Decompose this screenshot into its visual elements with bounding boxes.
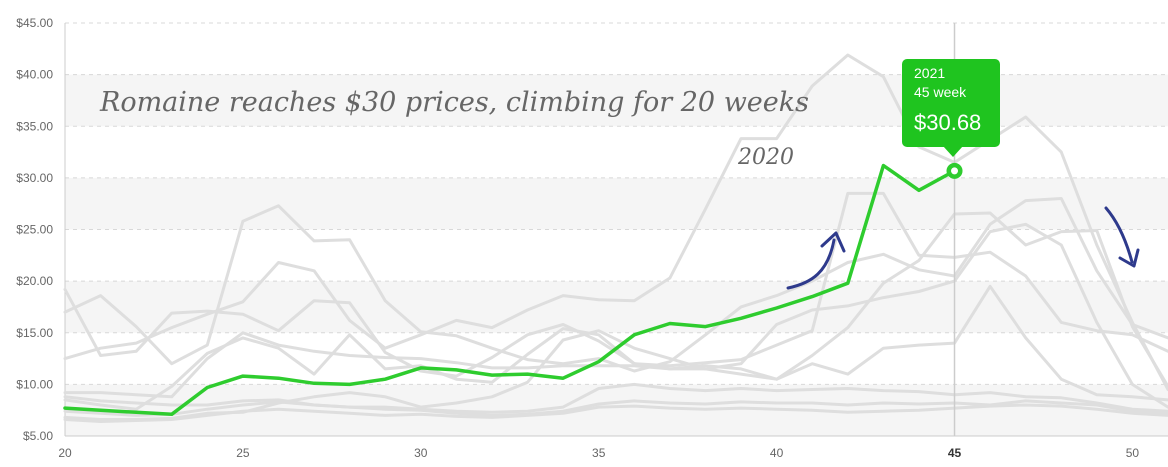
year-annotation: 2020 [737,145,794,170]
headline-annotation: Romaine reaches $30 prices, climbing for… [99,87,809,118]
y-tick-label: $5.00 [23,429,53,443]
background-series-line-8 [63,403,1168,423]
y-tick-label: $30.00 [16,171,53,185]
tooltip: 2021 45 week $30.68 [902,59,1000,157]
background-series-line-7 [63,399,1168,417]
background-series-line-2 [63,191,1168,378]
x-tick-label: 40 [770,446,784,460]
up-arrow-icon [786,231,846,290]
highlight-marker-inner [951,167,959,175]
y-tick-label: $15.00 [16,326,53,340]
x-tick-label: 35 [592,446,606,460]
tooltip-box [902,59,1000,147]
tooltip-week: 45 week [914,84,967,100]
tooltip-year: 2021 [914,65,945,81]
x-tick-label: 20 [58,446,72,460]
background-series-group [63,53,1168,423]
highlight-series-group[interactable] [63,162,963,417]
x-axis: 20 25 30 35 40 45 50 [58,435,1168,460]
down-arrow-icon [1104,206,1140,268]
plot-band-3 [65,384,1168,436]
tooltip-value: $30.68 [914,110,981,135]
x-tick-label: 45 [948,446,962,460]
x-tick-label: 30 [414,446,428,460]
x-tick-label: 50 [1126,446,1140,460]
plot-band-2 [65,281,1168,333]
y-tick-label: $10.00 [16,377,53,391]
tooltip-pointer [943,146,963,157]
highlight-series-line[interactable] [63,163,957,417]
y-tick-label: $45.00 [16,16,53,30]
x-tick-label: 25 [236,446,250,460]
y-tick-label: $40.00 [16,68,53,82]
background-series-line-3 [63,211,1168,399]
y-axis: $5.00 $10.00 $15.00 $20.00 $25.00 $30.00 $35.0… [16,16,66,443]
y-tick-label: $35.00 [16,119,53,133]
background-series-line-6 [63,382,1168,414]
plot-band-1 [65,177,1168,230]
y-tick-label: $20.00 [16,274,53,288]
y-tick-label: $25.00 [16,223,53,237]
